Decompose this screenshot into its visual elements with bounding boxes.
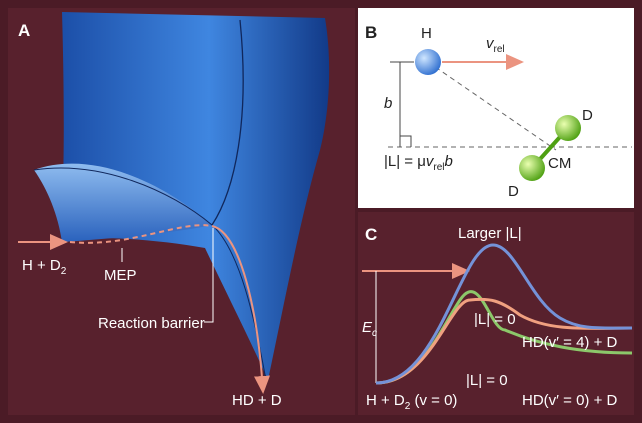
atom-d bbox=[519, 155, 545, 181]
product-low-label: HD(v′ = 0) + D bbox=[522, 392, 617, 409]
text: H + D bbox=[366, 392, 405, 409]
d-label: D bbox=[508, 183, 519, 200]
larger-label: Larger |L| bbox=[458, 225, 522, 242]
atom-d bbox=[555, 115, 581, 141]
text: (v = 0) bbox=[410, 392, 457, 409]
subscript: c bbox=[372, 328, 377, 339]
page: A H + D2 MEP Reaction barrier HD + D B H… bbox=[0, 0, 642, 423]
mep-label: MEP bbox=[104, 267, 137, 284]
cm-label: CM bbox=[548, 155, 571, 172]
subscript: rel bbox=[433, 162, 444, 173]
text: H + D bbox=[22, 257, 61, 274]
subscript: rel bbox=[494, 44, 505, 55]
l-zero-label: |L| = 0 bbox=[474, 311, 516, 328]
text: |L| = μ bbox=[384, 153, 426, 170]
product-high-label: HD(v′ = 4) + D bbox=[522, 334, 617, 351]
panel-label: B bbox=[365, 23, 377, 42]
subscript: 2 bbox=[61, 266, 67, 277]
l-zero-label: |L| = 0 bbox=[466, 372, 508, 389]
text: b bbox=[445, 153, 453, 170]
b-label: b bbox=[384, 95, 392, 112]
panel-label: A bbox=[18, 21, 30, 40]
panel-label: C bbox=[365, 225, 377, 244]
atom-h bbox=[415, 49, 441, 75]
d-label: D bbox=[582, 107, 593, 124]
figure: A H + D2 MEP Reaction barrier HD + D B H… bbox=[0, 0, 642, 423]
product-label: HD + D bbox=[232, 392, 282, 409]
barrier-label: Reaction barrier bbox=[98, 315, 205, 332]
h-label: H bbox=[421, 25, 432, 42]
